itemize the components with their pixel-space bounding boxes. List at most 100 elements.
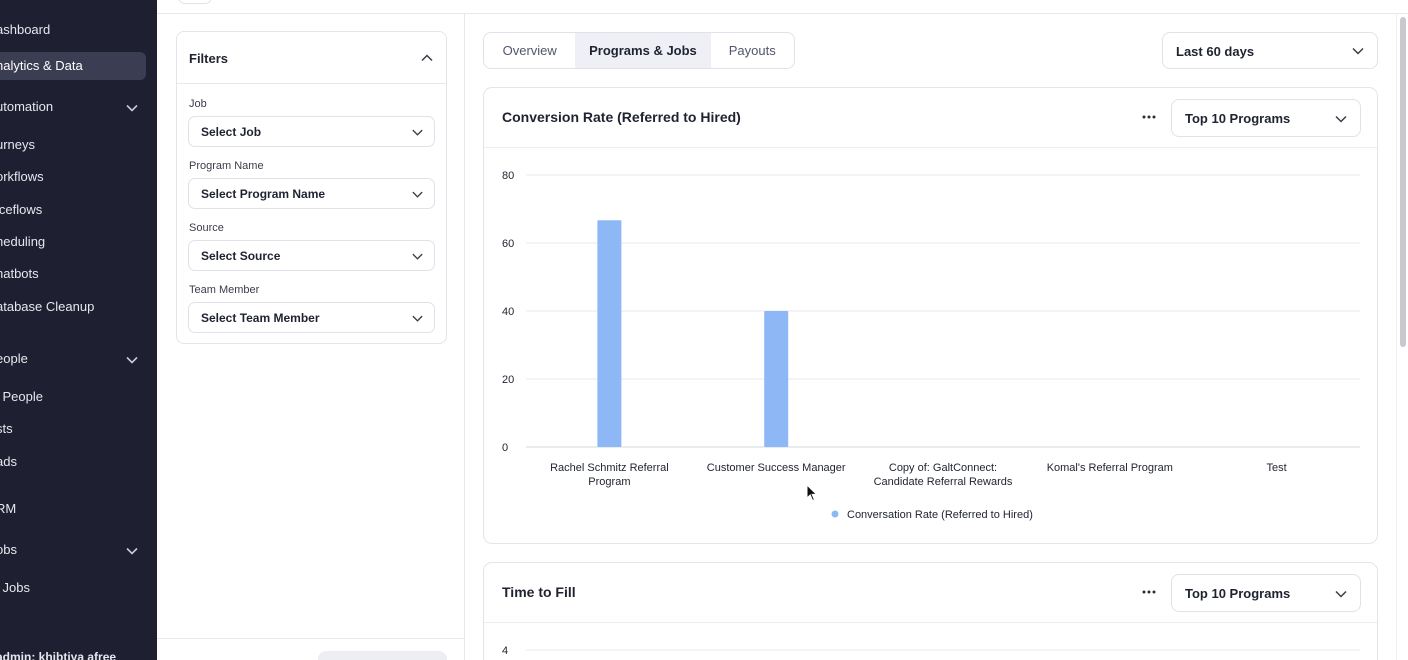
top-programs-select[interactable]: Top 10 Programs (1171, 99, 1361, 137)
sidebar-item-label: utomation (0, 99, 54, 114)
program-name-select[interactable]: Select Program Name (188, 178, 435, 209)
sidebar-item-label: eople (0, 351, 28, 366)
header-button-stub[interactable] (178, 0, 212, 4)
team-member-filter-label: Team Member (189, 284, 260, 296)
x-tick-label: Customer Success Manager (707, 462, 846, 474)
sidebar-nav: ashboard nalytics & Data utomation urney… (0, 0, 157, 660)
sidebar-item-label: nalytics & Data (0, 58, 83, 73)
job-select[interactable]: Select Job (188, 116, 435, 147)
chevron-down-icon (1335, 115, 1347, 123)
mouse-cursor-icon (806, 484, 818, 502)
y-tick-label: 4 (502, 645, 508, 657)
sidebar-item-automation[interactable]: utomation (0, 93, 157, 121)
y-tick-label: 20 (502, 374, 514, 386)
chart-legend[interactable]: Conversation Rate (Referred to Hired) (831, 509, 1033, 521)
sidebar-item-label: RM (0, 501, 17, 516)
sidebar-item-jobs[interactable]: obs (0, 536, 157, 564)
card-header: Time to Fill Top 10 Programs (484, 563, 1377, 623)
chevron-down-icon (412, 191, 423, 198)
filters-title: Filters (189, 51, 229, 66)
filters-panel: Filters Job Select Job Program Name Sele… (176, 31, 447, 344)
chart-bar[interactable] (597, 220, 622, 447)
sidebar-item-label: obs (0, 542, 17, 557)
sidebar-item-label: l Jobs (0, 580, 30, 595)
x-tick-label: Program (588, 476, 630, 488)
sidebar-item-journeys[interactable]: urneys (0, 131, 157, 159)
chart-bar[interactable] (764, 311, 789, 447)
sidebar-item-label: heduling (0, 234, 46, 249)
x-tick-label: Komal's Referral Program (1047, 462, 1173, 474)
card-title: Conversion Rate (Referred to Hired) (502, 109, 741, 125)
tab-programs-jobs[interactable]: Programs & Jobs (575, 33, 711, 68)
date-range-value: Last 60 days (1176, 44, 1255, 59)
source-filter-label: Source (189, 222, 224, 234)
sidebar-item-label: ads (0, 454, 17, 469)
sidebar-item-database-cleanup[interactable]: atabase Cleanup (0, 293, 157, 321)
sidebar-item-label: atabase Cleanup (0, 299, 95, 314)
sidebar-item-voiceflows[interactable]: iceflows (0, 196, 157, 224)
legend-dot-icon (831, 510, 839, 518)
sidebar-item-people[interactable]: eople (0, 345, 157, 373)
filters-header[interactable]: Filters (177, 32, 446, 84)
more-options-icon[interactable] (1139, 582, 1159, 602)
sidebar-item-label: hatbots (0, 266, 39, 281)
sidebar-item-all-jobs[interactable]: l Jobs (0, 574, 157, 602)
y-tick-label: 0 (502, 442, 508, 454)
card-title: Time to Fill (502, 584, 576, 600)
sidebar-item-leads[interactable]: ads (0, 448, 157, 476)
more-options-icon[interactable] (1139, 107, 1159, 127)
y-tick-label: 40 (502, 306, 514, 318)
chevron-down-icon (1335, 590, 1347, 598)
sidebar-item-scheduling[interactable]: heduling (0, 228, 157, 256)
chevron-down-icon[interactable] (125, 101, 139, 115)
top-programs-select[interactable]: Top 10 Programs (1171, 574, 1361, 612)
sidebar-item-dashboard[interactable]: ashboard (0, 16, 157, 44)
chevron-down-icon[interactable] (125, 544, 139, 558)
chevron-down-icon[interactable] (125, 353, 139, 367)
chevron-down-icon (412, 129, 423, 136)
x-tick-label: Candidate Referral Rewards (874, 476, 1013, 488)
x-tick-label: Copy of: GaltConnect: (889, 462, 997, 474)
chevron-down-icon (412, 253, 423, 260)
user-account-label[interactable]: admin: khibtiya afree (0, 650, 117, 660)
scrollbar-thumb[interactable] (1400, 17, 1406, 347)
sidebar-item-label: ashboard (0, 22, 51, 37)
sidebar-item-workflows[interactable]: orkflows (0, 163, 157, 191)
filter-footer-divider (157, 638, 465, 639)
tab-overview[interactable]: Overview (502, 43, 557, 58)
sidebar-item-label: orkflows (0, 169, 44, 184)
team-member-select[interactable]: Select Team Member (188, 302, 435, 333)
sidebar-item-label: iceflows (0, 202, 43, 217)
conversion-rate-card: Conversion Rate (Referred to Hired) Top … (483, 87, 1378, 544)
y-tick-label: 80 (502, 170, 514, 182)
source-select-value: Select Source (201, 249, 281, 263)
date-range-select[interactable]: Last 60 days (1162, 32, 1378, 69)
source-select[interactable]: Select Source (188, 240, 435, 271)
tab-payouts[interactable]: Payouts (728, 43, 776, 58)
job-select-value: Select Job (201, 125, 262, 139)
program-filter-label: Program Name (189, 160, 264, 172)
y-tick-label: 60 (502, 238, 514, 250)
sidebar-item-analytics-data[interactable]: nalytics & Data (0, 52, 146, 80)
sidebar-item-crm[interactable]: RM (0, 495, 157, 523)
report-tabs: Overview Programs & Jobs Payouts (483, 32, 795, 69)
sidebar-item-label: l People (0, 389, 43, 404)
job-filter-label: Job (189, 98, 207, 110)
page-scrollbar[interactable] (1396, 14, 1408, 660)
legend-label: Conversation Rate (Referred to Hired) (847, 509, 1033, 521)
filter-column (157, 13, 465, 660)
time-to-fill-chart: 4 (502, 645, 1360, 657)
sidebar-item-chatbots[interactable]: hatbots (0, 260, 157, 288)
sidebar-item-all-people[interactable]: l People (0, 383, 157, 411)
top-programs-value: Top 10 Programs (1185, 111, 1291, 126)
top-programs-value: Top 10 Programs (1185, 586, 1291, 601)
team-member-select-value: Select Team Member (201, 311, 320, 325)
x-tick-label: Test (1267, 462, 1287, 474)
filter-footer-button[interactable] (318, 651, 447, 660)
chevron-down-icon (412, 315, 423, 322)
chevron-up-icon[interactable] (420, 51, 434, 65)
sidebar-item-lists[interactable]: sts (0, 415, 157, 443)
sidebar-item-label: sts (0, 421, 13, 436)
program-name-select-value: Select Program Name (201, 187, 326, 201)
card-header: Conversion Rate (Referred to Hired) Top … (484, 88, 1377, 148)
